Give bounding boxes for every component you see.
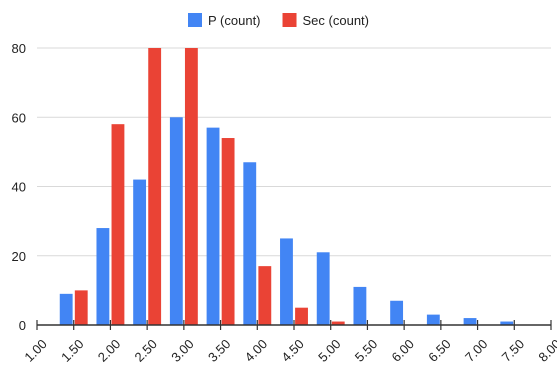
x-tick-label: 5.50 bbox=[352, 336, 381, 365]
x-tick-label: 6.50 bbox=[425, 336, 454, 365]
bars bbox=[59, 48, 514, 325]
bar-p-3-00 bbox=[169, 117, 183, 325]
y-tick-label: 0 bbox=[19, 318, 26, 333]
bar-sec-4-00 bbox=[258, 266, 272, 325]
bar-p-6-50 bbox=[426, 314, 440, 325]
y-tick-label: 40 bbox=[12, 180, 26, 195]
x-tick-label: 1.00 bbox=[21, 336, 50, 365]
bar-sec-4-50 bbox=[295, 307, 308, 325]
bar-p-7-50 bbox=[500, 321, 514, 325]
bar-sec-5-00 bbox=[331, 321, 345, 325]
y-tick-label: 60 bbox=[12, 110, 26, 125]
bar-p-6-00 bbox=[390, 300, 404, 325]
x-tick-label: 2.50 bbox=[132, 336, 161, 365]
legend-swatch-sec bbox=[282, 13, 297, 27]
x-tick-label: 7.50 bbox=[499, 336, 528, 365]
bar-p-1-50 bbox=[59, 293, 73, 325]
y-tick-label: 80 bbox=[12, 41, 26, 56]
legend-label-p: P (count) bbox=[208, 13, 261, 28]
x-tick-label: 5.00 bbox=[315, 336, 344, 365]
y-tick-labels: 0 20 40 60 80 bbox=[12, 41, 26, 333]
x-tick-label: 4.00 bbox=[242, 336, 271, 365]
bar-sec-3-50 bbox=[221, 138, 235, 325]
bar-sec-2-00 bbox=[111, 124, 125, 325]
bar-p-5-50 bbox=[353, 286, 367, 325]
x-tick-label: 3.50 bbox=[205, 336, 234, 365]
bar-p-7-00 bbox=[463, 318, 477, 325]
x-tick-label: 6.00 bbox=[389, 336, 418, 365]
bar-p-4-00 bbox=[243, 162, 257, 325]
x-tick-labels: 1.00 1.50 2.00 2.50 3.00 3.50 4.00 4.50 5.00 5.50… bbox=[21, 336, 557, 365]
x-tick-label: 3.00 bbox=[168, 336, 197, 365]
bar-sec-2-50 bbox=[148, 48, 162, 325]
y-tick-label: 20 bbox=[12, 249, 26, 264]
bar-p-3-50 bbox=[206, 127, 220, 325]
bar-p-2-50 bbox=[133, 179, 147, 325]
x-tick-label: 2.00 bbox=[95, 336, 124, 365]
axes bbox=[36, 320, 552, 330]
bar-p-5-00 bbox=[316, 252, 330, 325]
x-tick-label: 7.00 bbox=[462, 336, 491, 365]
legend-swatch-p bbox=[188, 13, 202, 27]
legend-label-sec: Sec (count) bbox=[303, 13, 369, 28]
bar-p-2-00 bbox=[96, 228, 110, 325]
x-tick-label: 8.00 bbox=[535, 336, 557, 365]
legend: P (count) Sec (count) bbox=[188, 13, 369, 28]
bar-sec-3-00 bbox=[184, 48, 198, 325]
bar-p-4-50 bbox=[280, 238, 293, 325]
bar-sec-1-50 bbox=[74, 290, 88, 325]
x-tick-label: 1.50 bbox=[58, 336, 87, 365]
x-tick-label: 4.50 bbox=[278, 336, 307, 365]
